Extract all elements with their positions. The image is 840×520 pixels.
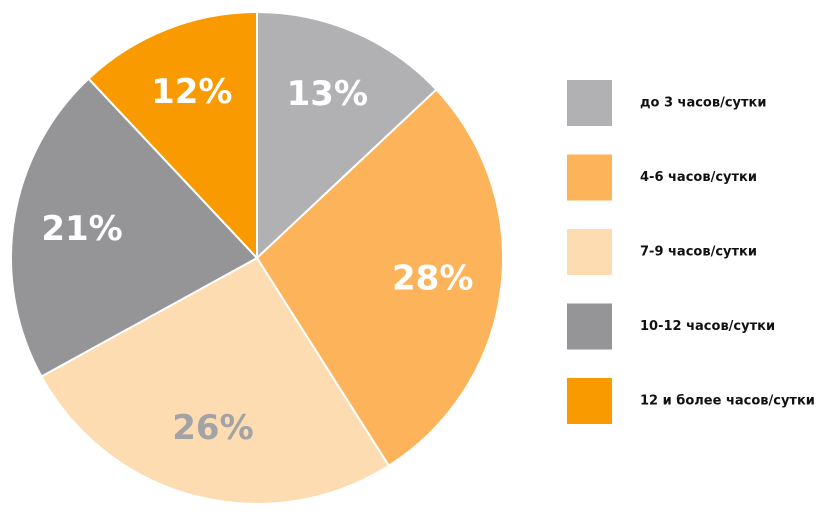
value-label: 28%	[392, 259, 473, 299]
value-label: 21%	[41, 209, 122, 249]
pie-slice	[255, 88, 504, 468]
legend-swatch	[567, 303, 612, 350]
legend-swatch	[567, 229, 612, 275]
pie-slice	[40, 256, 391, 505]
pie-slice	[256, 10, 438, 261]
legend-label: 10-12 часов/сутки	[640, 319, 775, 334]
value-label: 26%	[172, 408, 253, 448]
legend-label: до 3 часов/сутки	[640, 96, 766, 111]
pie-slice	[10, 77, 259, 378]
value-label: 13%	[287, 74, 368, 114]
value-label: 12%	[151, 72, 232, 112]
legend-label: 12 и более часов/сутки	[640, 394, 815, 409]
legend-label: 7-9 часов/сутки	[640, 245, 757, 260]
legend-swatch	[567, 154, 612, 201]
legend-swatch	[567, 80, 612, 126]
pie-slice	[87, 10, 258, 261]
legend-swatch	[567, 378, 612, 424]
legend-label: 4-6 часов/сутки	[640, 170, 757, 185]
